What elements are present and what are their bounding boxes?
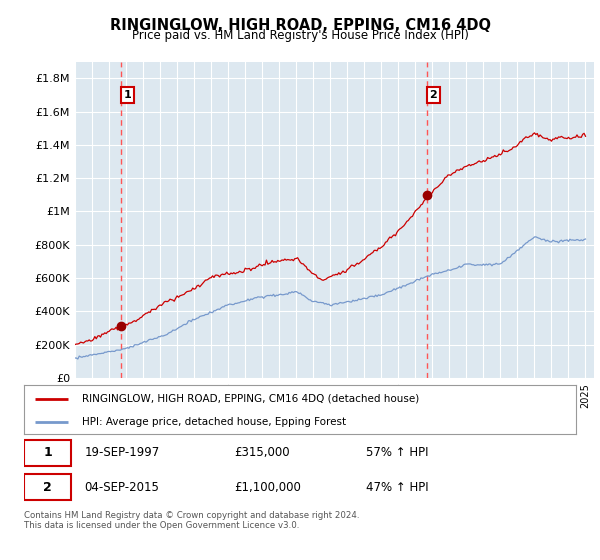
Text: 1: 1 (43, 446, 52, 459)
Text: RINGINGLOW, HIGH ROAD, EPPING, CM16 4DQ (detached house): RINGINGLOW, HIGH ROAD, EPPING, CM16 4DQ … (82, 394, 419, 404)
Text: 1: 1 (124, 90, 131, 100)
Text: 2: 2 (43, 480, 52, 494)
Text: 2: 2 (429, 90, 437, 100)
Text: 57% ↑ HPI: 57% ↑ HPI (366, 446, 429, 459)
Text: 47% ↑ HPI: 47% ↑ HPI (366, 480, 429, 494)
Text: 04-SEP-2015: 04-SEP-2015 (85, 480, 160, 494)
Text: £1,100,000: £1,100,000 (234, 480, 301, 494)
Text: RINGINGLOW, HIGH ROAD, EPPING, CM16 4DQ: RINGINGLOW, HIGH ROAD, EPPING, CM16 4DQ (110, 18, 491, 34)
FancyBboxPatch shape (24, 440, 71, 466)
Text: Contains HM Land Registry data © Crown copyright and database right 2024.
This d: Contains HM Land Registry data © Crown c… (24, 511, 359, 530)
Text: Price paid vs. HM Land Registry's House Price Index (HPI): Price paid vs. HM Land Registry's House … (131, 29, 469, 42)
Text: 19-SEP-1997: 19-SEP-1997 (85, 446, 160, 459)
Text: £315,000: £315,000 (234, 446, 289, 459)
Text: HPI: Average price, detached house, Epping Forest: HPI: Average price, detached house, Eppi… (82, 417, 346, 427)
FancyBboxPatch shape (24, 474, 71, 500)
